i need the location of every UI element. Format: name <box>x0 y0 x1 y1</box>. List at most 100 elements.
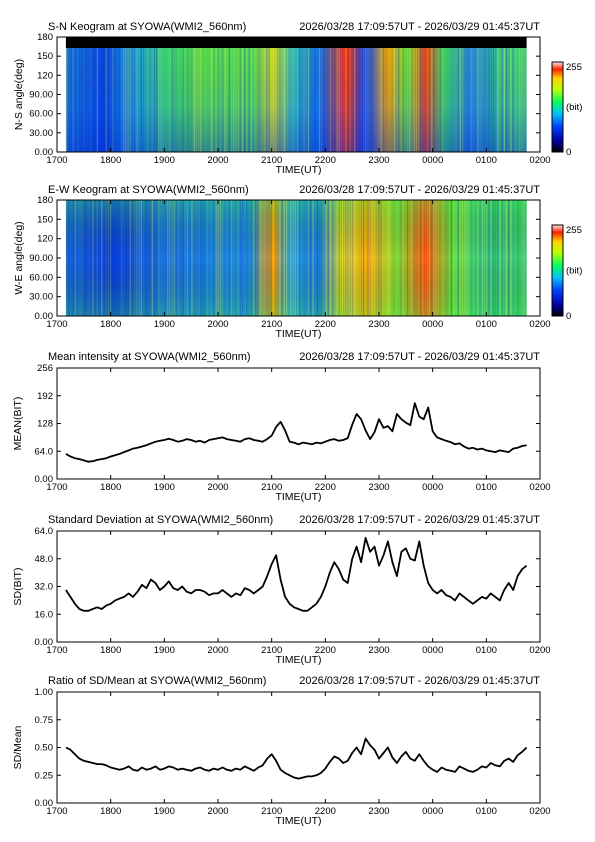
ew-keogram-streak <box>182 200 184 316</box>
sn-keogram-streak <box>426 37 428 152</box>
sn-keogram-streak <box>409 37 411 152</box>
sn-keogram-streak <box>70 37 72 152</box>
ew-keogram-streak <box>81 200 83 316</box>
sn-keogram-streak <box>431 37 433 152</box>
ew-keogram-streak <box>409 200 411 316</box>
sd-mean-ratio-ytick-label: 0.00 <box>35 798 54 809</box>
ew-keogram-ytick-label: 150 <box>37 214 53 225</box>
sn-keogram-streak <box>226 37 228 152</box>
sn-keogram-streak <box>303 37 305 152</box>
ew-keogram-streak <box>483 200 486 316</box>
sn-keogram-streak <box>436 37 437 152</box>
ew-keogram-streak <box>252 200 255 316</box>
sn-keogram-streak <box>473 37 474 152</box>
sn-keogram-streak <box>279 37 281 152</box>
sn-keogram-top-band <box>65 37 527 48</box>
sn-keogram-streak <box>356 37 358 152</box>
sn-keogram-streak <box>156 37 158 152</box>
mean-intensity-xtick-label: 0100 <box>476 482 497 493</box>
ew-keogram-streak <box>310 200 312 316</box>
ew-keogram-streak <box>426 200 428 316</box>
ew-keogram-streak <box>123 200 124 316</box>
standard-deviation-xtick-label: 0200 <box>529 645 550 656</box>
sn-keogram-streak <box>490 37 492 152</box>
sn-keogram-streak <box>248 37 250 152</box>
ew-keogram-streak <box>490 200 492 316</box>
ew-keogram-streak <box>378 200 380 316</box>
ew-keogram-xtick-label: 1900 <box>154 319 175 330</box>
sn-keogram-streak <box>455 37 457 152</box>
sn-keogram-streak <box>389 37 391 152</box>
ew-keogram-streak <box>337 200 338 316</box>
sn-keogram-streak <box>449 37 450 152</box>
ew-keogram-streak <box>508 200 510 316</box>
ew-keogram-streak <box>266 200 268 316</box>
sn-keogram-streak <box>140 37 142 152</box>
sd-mean-ratio-ylabel: SD/Mean <box>12 725 24 769</box>
ew-keogram-streak <box>171 200 173 316</box>
ew-keogram-streak <box>406 200 409 316</box>
ew-keogram-streak <box>376 200 378 316</box>
sn-keogram-streak <box>149 37 151 152</box>
sn-keogram-colorbar-min: 0 <box>566 147 571 158</box>
sn-keogram-streak <box>457 37 459 152</box>
ew-keogram-streak <box>237 200 239 316</box>
ew-keogram-streak <box>217 200 219 316</box>
ew-keogram-streak <box>277 200 279 316</box>
ew-keogram-streak <box>519 200 521 316</box>
sn-keogram-streak <box>486 37 488 152</box>
sn-keogram-streak <box>145 37 146 152</box>
ew-keogram-streak <box>327 200 329 316</box>
sn-keogram-streak <box>65 37 68 152</box>
sn-keogram-streak <box>76 37 79 152</box>
sn-keogram-streak <box>516 37 519 152</box>
sn-keogram-streak <box>208 37 211 152</box>
ew-keogram-streak <box>439 200 442 316</box>
sn-keogram-streak <box>222 37 224 152</box>
ew-keogram-streak <box>323 200 324 316</box>
sn-keogram-streak <box>336 37 338 152</box>
ew-keogram-streak <box>255 200 257 316</box>
sn-keogram-streak <box>378 37 380 152</box>
mean-intensity-ytick-label: 0.00 <box>35 474 54 485</box>
sd-mean-ratio-xtick-label: 2200 <box>315 806 336 817</box>
ew-keogram-streak <box>246 200 248 316</box>
sn-keogram-streak <box>393 37 395 152</box>
standard-deviation-ylabel: SD(BIT) <box>12 568 24 606</box>
sn-keogram-streak <box>369 37 371 152</box>
sn-keogram-streak <box>246 37 248 152</box>
sn-keogram-streak <box>424 37 426 152</box>
sn-keogram-streak <box>125 37 127 152</box>
ew-keogram-streak <box>296 200 299 316</box>
ew-keogram-streak <box>107 200 109 316</box>
ew-keogram-xtick-label: 2200 <box>315 319 336 330</box>
sn-keogram-streak <box>109 37 112 152</box>
ew-keogram-streak <box>114 200 116 316</box>
sn-keogram-streak <box>112 37 114 152</box>
sn-keogram-streak <box>361 37 362 152</box>
sn-keogram-streak <box>213 37 215 152</box>
ew-keogram-colorbar <box>551 224 564 317</box>
ew-keogram-streak <box>431 200 433 316</box>
ew-keogram-streak <box>420 200 422 316</box>
sn-keogram-streak <box>494 37 497 152</box>
standard-deviation-xtick-label: 2300 <box>368 645 389 656</box>
ew-keogram-title: E-W Keogram at SYOWA(WMI2_560nm) <box>48 184 249 196</box>
sn-keogram-streak <box>479 37 481 152</box>
ew-keogram-streak <box>472 200 475 316</box>
mean-intensity-xtick-label: 2000 <box>207 482 228 493</box>
ew-keogram-streak <box>76 200 79 316</box>
sn-keogram-streak <box>306 37 307 152</box>
mean-intensity-xtick-label: 2200 <box>315 482 336 493</box>
ew-keogram-streak <box>178 200 180 316</box>
sn-keogram-streak <box>295 37 296 152</box>
sn-keogram-streak <box>162 37 164 152</box>
sn-keogram-colorbar <box>551 61 564 153</box>
sn-keogram-streak <box>164 37 167 152</box>
standard-deviation-chart: Standard Deviation at SYOWA(WMI2_560nm) 2… <box>12 514 551 666</box>
sn-keogram-streak <box>230 37 233 152</box>
sn-keogram-streak <box>376 37 377 152</box>
ew-keogram-streak <box>209 200 210 316</box>
sn-keogram-streak <box>352 37 353 152</box>
